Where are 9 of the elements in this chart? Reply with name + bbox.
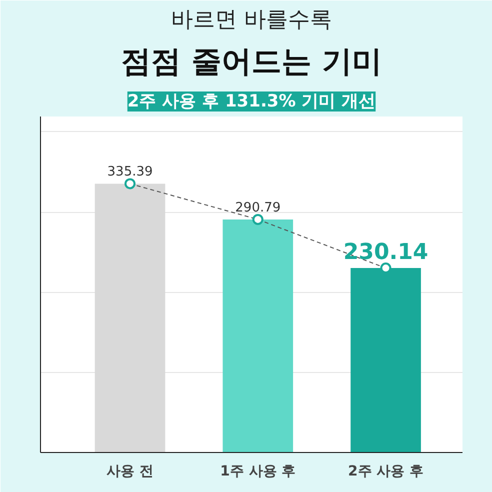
data-label: 290.79 bbox=[235, 200, 281, 216]
data-label: 230.14 bbox=[343, 240, 428, 266]
chart-title: 바르면 바를수록 bbox=[171, 8, 332, 32]
data-label: 335.39 bbox=[107, 164, 153, 180]
chart-subtitle: 점점 줄어드는 기미 bbox=[121, 44, 382, 80]
text: 2주 사용 후 131.3% 기미 개선 bbox=[127, 92, 376, 112]
x-tick-label: 1주 사용 후 bbox=[220, 464, 296, 480]
x-tick-label: 사용 전 bbox=[106, 464, 154, 480]
x-tick-label: 2주 사용 후 bbox=[348, 464, 424, 480]
